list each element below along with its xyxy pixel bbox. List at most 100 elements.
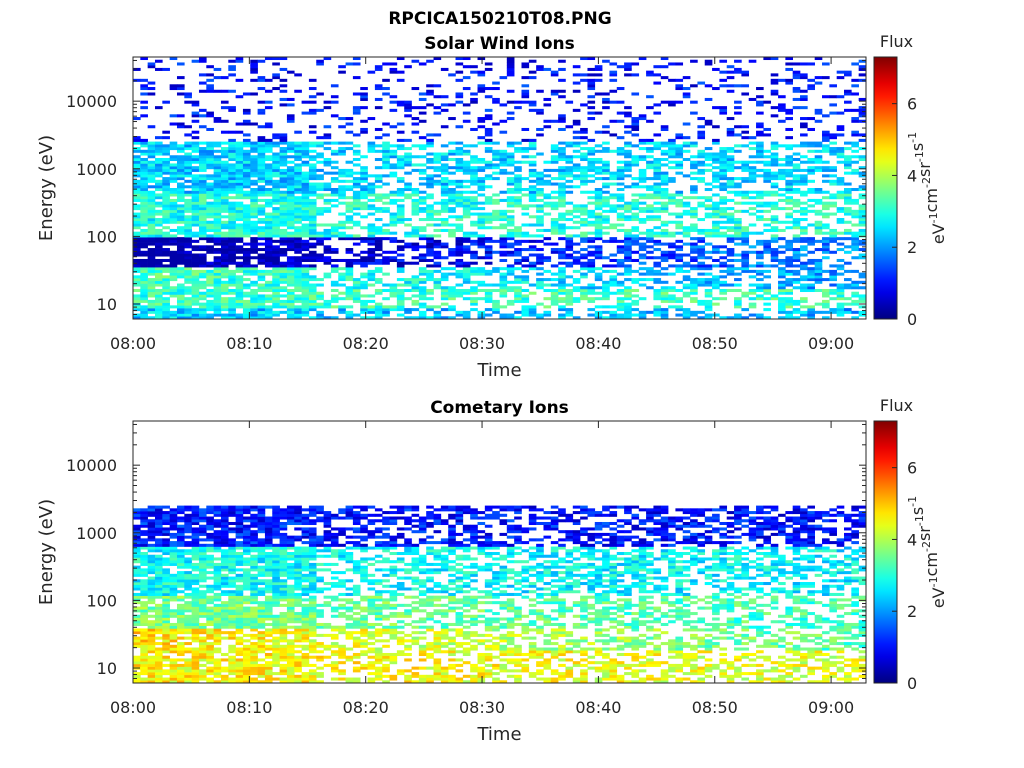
heatmap-cell (514, 174, 522, 178)
heatmap-cell (242, 256, 251, 260)
heatmap-cell (133, 198, 141, 202)
heatmap-cell (477, 272, 486, 276)
heatmap-cell (521, 100, 530, 104)
heatmap-cell (250, 283, 258, 287)
heatmap-cell (154, 106, 163, 110)
heatmap-cell (272, 299, 280, 303)
heatmap-cell (565, 261, 574, 265)
heatmap-cell (338, 188, 346, 192)
heatmap-cell (653, 248, 662, 252)
heatmap-cell (800, 286, 808, 290)
heatmap-cell (169, 193, 178, 197)
heatmap-cell (286, 245, 295, 249)
heatmap-cell (844, 182, 852, 186)
heatmap-cell (792, 234, 801, 238)
heatmap-cell (154, 261, 163, 265)
heatmap-cell (154, 278, 163, 282)
heatmap-cell (675, 231, 684, 235)
heatmap-cell (323, 182, 332, 186)
heatmap-cell (308, 157, 317, 162)
heatmap-cell (734, 228, 742, 232)
heatmap-cell (330, 84, 339, 88)
heatmap-cell (741, 144, 750, 148)
heatmap-cell (756, 155, 764, 159)
heatmap-cell (235, 212, 244, 216)
heatmap-cell (631, 122, 640, 126)
heatmap-cell (543, 125, 552, 129)
heatmap-cell (316, 234, 324, 238)
heatmap-cell (704, 267, 713, 271)
heatmap-cell (140, 603, 148, 607)
heatmap-cell (792, 201, 801, 205)
heatmap-cell (242, 212, 251, 216)
heatmap-cell (396, 166, 405, 170)
heatmap-cell (323, 258, 332, 262)
heatmap-cell (792, 220, 801, 224)
heatmap-cell (602, 288, 610, 293)
heatmap-cell (668, 78, 676, 82)
heatmap-cell (235, 280, 244, 284)
heatmap-cell (191, 288, 200, 293)
heatmap-cell (558, 67, 566, 71)
heatmap-cell (206, 174, 214, 178)
heatmap-cell (836, 182, 845, 186)
heatmap-cell (506, 152, 515, 156)
heatmap-cell (140, 157, 148, 162)
heatmap-cell (734, 234, 742, 238)
heatmap-cell (220, 226, 229, 230)
heatmap-cell (631, 119, 640, 123)
heatmap-cell (712, 106, 720, 110)
heatmap-cell (206, 220, 214, 224)
heatmap-cell (352, 62, 361, 66)
heatmap-cell (712, 174, 720, 178)
heatmap-cell (836, 177, 845, 181)
heatmap-cell (763, 174, 772, 178)
heatmap-cell (154, 212, 163, 216)
heatmap-cell (345, 272, 354, 276)
heatmap-cell (426, 174, 434, 178)
heatmap-cell (316, 155, 324, 159)
heatmap-cell (176, 242, 185, 246)
heatmap-cell (602, 256, 610, 260)
heatmap-cell (484, 269, 493, 273)
heatmap-cell (616, 196, 625, 200)
heatmap-cell (440, 182, 449, 186)
heatmap-cell (228, 215, 236, 219)
heatmap-cell (858, 193, 867, 197)
heatmap-cell (440, 272, 449, 276)
heatmap-cell (308, 234, 317, 238)
heatmap-cell (257, 228, 266, 232)
heatmap-cell (778, 258, 786, 262)
heatmap-cell (213, 261, 222, 265)
heatmap-cell (264, 106, 273, 110)
heatmap-cell (550, 302, 559, 306)
heatmap-cell (668, 256, 676, 260)
heatmap-cell (162, 242, 170, 246)
heatmap-cell (213, 258, 222, 262)
heatmap-cell (602, 215, 610, 219)
heatmap-cell (133, 663, 141, 667)
heatmap-cell (800, 73, 808, 77)
heatmap-cell (250, 228, 258, 232)
heatmap-cell (228, 188, 236, 192)
heatmap-cell (697, 250, 706, 254)
heatmap-cell (235, 288, 244, 293)
heatmap-cell (734, 267, 742, 271)
heatmap-cell (492, 239, 500, 243)
heatmap-cell (624, 201, 632, 205)
heatmap-cell (147, 521, 156, 526)
heatmap-cell (338, 231, 346, 235)
heatmap-cell (770, 218, 779, 222)
heatmap-cell (829, 149, 837, 153)
heatmap-cell (822, 204, 830, 208)
heatmap-cell (558, 188, 566, 192)
heatmap-cell (162, 288, 170, 293)
heatmap-cell (536, 302, 544, 306)
heatmap-cell (836, 258, 845, 262)
heatmap-cell (565, 168, 574, 172)
heatmap-cell (785, 215, 793, 219)
heatmap-cell (294, 234, 302, 238)
heatmap-cell (836, 152, 845, 156)
heatmap-cell (345, 278, 354, 282)
heatmap-cell (514, 147, 522, 151)
